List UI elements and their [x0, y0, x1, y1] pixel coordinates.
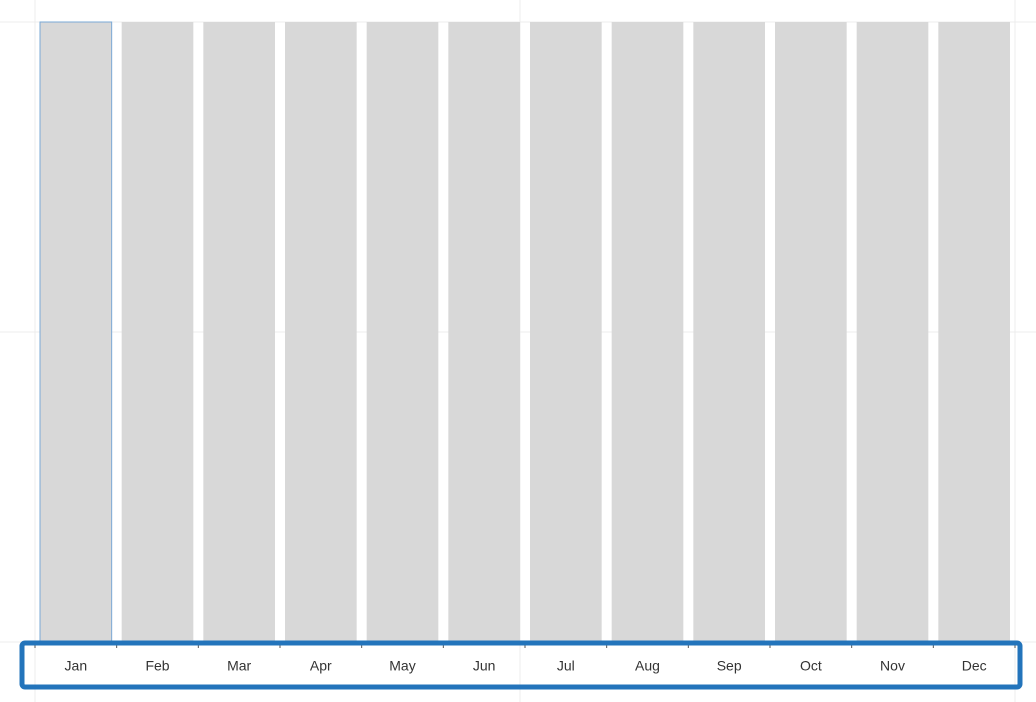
bar-chart: Jan Feb Mar Apr May Jun Jul Aug Sep Oct Nov Dec — [0, 0, 1036, 702]
x-label-0: Jan — [65, 657, 88, 673]
bar-dec[interactable] — [938, 22, 1010, 642]
bar-aug[interactable] — [612, 22, 684, 642]
bar-mar[interactable] — [203, 22, 275, 642]
x-label-6: Jul — [557, 657, 575, 673]
bar-feb[interactable] — [285, 22, 357, 642]
x-label-10: Nov — [880, 657, 905, 673]
x-label-9: Oct — [800, 657, 822, 673]
x-label-11: Dec — [962, 657, 987, 673]
bar-sep[interactable] — [693, 22, 765, 642]
x-label-1: Feb — [145, 657, 169, 673]
x-label-4: May — [389, 657, 415, 673]
bar-jun[interactable] — [448, 22, 520, 642]
x-label-2: Mar — [227, 657, 251, 673]
bar-jan[interactable] — [40, 22, 112, 642]
x-label-3: Apr — [310, 657, 332, 673]
chart-svg: Jan Feb Mar Apr May Jun Jul Aug Sep Oct Nov Dec — [0, 0, 1036, 702]
x-label-8: Sep — [717, 657, 742, 673]
bar-feb[interactable] — [122, 22, 194, 642]
bar-jul[interactable] — [530, 22, 602, 642]
bar-may[interactable] — [367, 22, 439, 642]
bar-oct[interactable] — [775, 22, 847, 642]
bar-nov[interactable] — [857, 22, 929, 642]
x-label-7: Aug — [635, 657, 660, 673]
x-label-5: Jun — [473, 657, 496, 673]
